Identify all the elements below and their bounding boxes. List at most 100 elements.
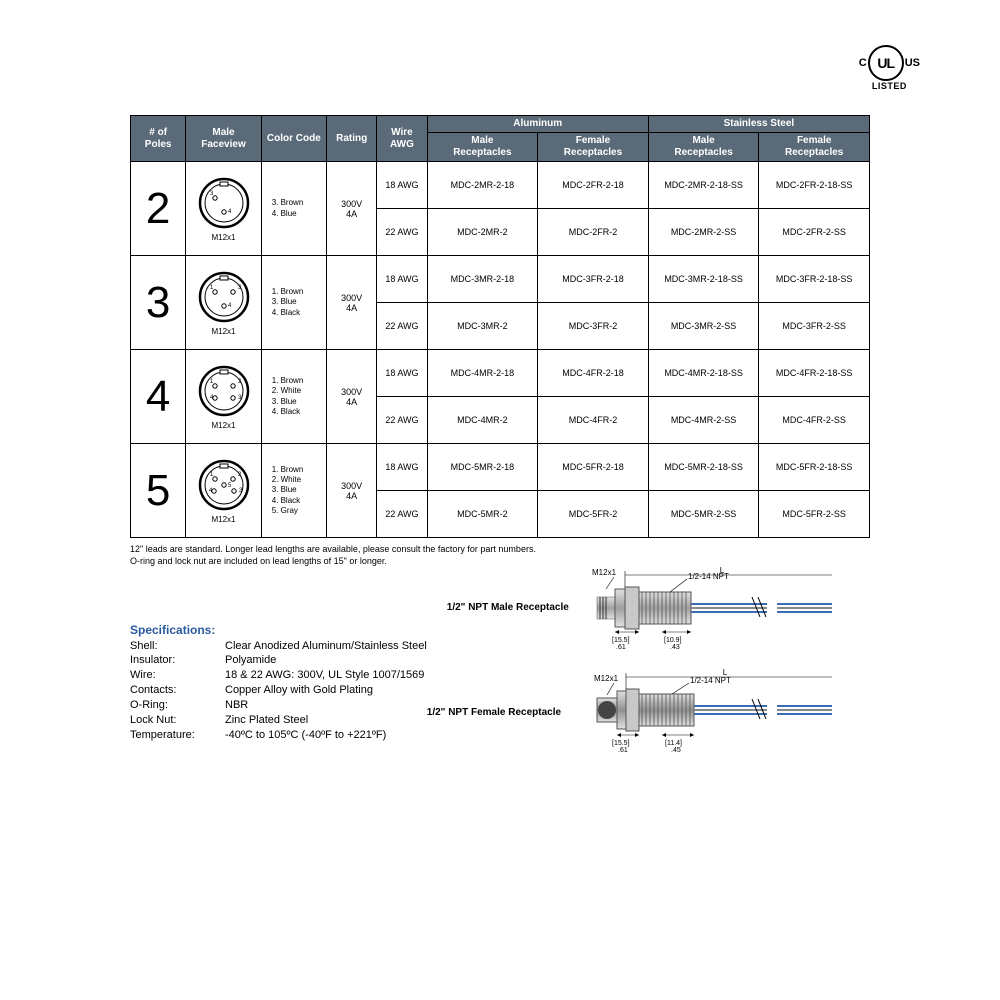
part-number-cell: MDC-3MR-2-SS <box>648 303 759 350</box>
part-number-cell: MDC-2MR-2-18 <box>427 162 538 209</box>
specs-title: Specifications: <box>130 622 427 638</box>
part-number-cell: MDC-5FR-2-18-SS <box>759 444 870 491</box>
ul-circle-icon: UL <box>868 45 904 81</box>
male-receptacle-label: 1/2" NPT Male Receptacle <box>447 602 569 613</box>
rating-cell: 300V 4A <box>327 162 377 256</box>
awg-cell: 18 AWG <box>377 256 427 303</box>
rating-cell: 300V 4A <box>327 256 377 350</box>
svg-text:[15.5]: [15.5] <box>612 637 630 644</box>
part-number-cell: MDC-3FR-2-18-SS <box>759 256 870 303</box>
table-footnote: 12" leads are standard. Longer lead leng… <box>130 544 870 567</box>
spec-value: Zinc Plated Steel <box>225 713 308 728</box>
svg-text:[10.9]: [10.9] <box>664 637 682 644</box>
hdr-stainless: Stainless Steel <box>648 116 869 133</box>
part-number-cell: MDC-5MR-2-18-SS <box>648 444 759 491</box>
part-number-cell: MDC-4FR-2-18 <box>538 350 649 397</box>
part-number-cell: MDC-5MR-2-18 <box>427 444 538 491</box>
faceview-cell: 1 3 4 M12x1 <box>186 256 261 350</box>
part-number-cell: MDC-5FR-2-SS <box>759 491 870 538</box>
awg-cell: 22 AWG <box>377 303 427 350</box>
specifications-block: Specifications: Shell: Clear Anodized Al… <box>130 622 427 742</box>
spec-label: O-Ring: <box>130 698 225 713</box>
spec-value: Copper Alloy with Gold Plating <box>225 683 373 698</box>
part-number-cell: MDC-2MR-2-SS <box>648 209 759 256</box>
receptacle-table: # of Poles Male Faceview Color Code Rati… <box>130 115 870 538</box>
poles-cell: 5 <box>131 444 186 538</box>
poles-cell: 2 <box>131 162 186 256</box>
svg-text:.61: .61 <box>618 747 628 754</box>
spec-row: O-Ring: NBR <box>130 698 427 713</box>
part-number-cell: MDC-5FR-2 <box>538 491 649 538</box>
awg-cell: 22 AWG <box>377 397 427 444</box>
color-code-cell: 1. Brown 2. White 3. Blue 4. Black <box>261 350 326 444</box>
part-number-cell: MDC-2MR-2-18-SS <box>648 162 759 209</box>
svg-text:.61: .61 <box>616 644 626 651</box>
hdr-ss-male: Male Receptacles <box>648 133 759 162</box>
part-number-cell: MDC-3FR-2-SS <box>759 303 870 350</box>
svg-text:.45: .45 <box>671 747 681 754</box>
poles-cell: 3 <box>131 256 186 350</box>
part-number-cell: MDC-2FR-2-18-SS <box>759 162 870 209</box>
table-header: # of Poles Male Faceview Color Code Rati… <box>131 116 870 162</box>
spec-row: Wire: 18 & 22 AWG: 300V, UL Style 1007/1… <box>130 668 427 683</box>
part-number-cell: MDC-3MR-2-18-SS <box>648 256 759 303</box>
part-number-cell: MDC-5MR-2-SS <box>648 491 759 538</box>
spec-label: Shell: <box>130 639 225 654</box>
part-number-cell: MDC-5FR-2-18 <box>538 444 649 491</box>
female-receptacle-label: 1/2" NPT Female Receptacle <box>427 707 561 718</box>
hdr-ss-female: Female Receptacles <box>759 133 870 162</box>
ul-us: US <box>905 57 920 69</box>
hdr-al-female: Female Receptacles <box>538 133 649 162</box>
hdr-rating: Rating <box>327 116 377 162</box>
part-number-cell: MDC-4MR-2-18-SS <box>648 350 759 397</box>
part-number-cell: MDC-3MR-2 <box>427 303 538 350</box>
svg-text:4: 4 <box>228 303 232 309</box>
spec-row: Contacts: Copper Alloy with Gold Plating <box>130 683 427 698</box>
faceview-cell: 3 4 M12x1 <box>186 162 261 256</box>
color-code-cell: 1. Brown 3. Blue 4. Black <box>261 256 326 350</box>
spec-label: Wire: <box>130 668 225 683</box>
part-number-cell: MDC-4FR-2-SS <box>759 397 870 444</box>
spec-value: Clear Anodized Aluminum/Stainless Steel <box>225 639 427 654</box>
awg-cell: 18 AWG <box>377 444 427 491</box>
table-row: 5 1 2 3 4 5 M12x11. Brown 2. White 3. Bl… <box>131 444 870 491</box>
part-number-cell: MDC-2FR-2-SS <box>759 209 870 256</box>
svg-text:M12x1: M12x1 <box>594 674 619 683</box>
svg-text:1/2-14 NPT: 1/2-14 NPT <box>690 676 731 685</box>
color-code-cell: 3. Brown 4. Blue <box>261 162 326 256</box>
part-number-cell: MDC-2FR-2-18 <box>538 162 649 209</box>
part-number-cell: MDC-2FR-2 <box>538 209 649 256</box>
part-number-cell: MDC-5MR-2 <box>427 491 538 538</box>
awg-cell: 18 AWG <box>377 350 427 397</box>
spec-row: Lock Nut: Zinc Plated Steel <box>130 713 427 728</box>
svg-text:1/2-14 NPT: 1/2-14 NPT <box>688 572 729 581</box>
spec-value: 18 & 22 AWG: 300V, UL Style 1007/1569 <box>225 668 424 683</box>
spec-row: Insulator: Polyamide <box>130 653 427 668</box>
rating-cell: 300V 4A <box>327 350 377 444</box>
hdr-aluminum: Aluminum <box>427 116 648 133</box>
awg-cell: 18 AWG <box>377 162 427 209</box>
ul-c: C <box>859 57 867 69</box>
male-receptacle-drawing: L M12x1 1/2-14 NPT [15.5] .61 [10.9] .43 <box>592 567 842 652</box>
rating-cell: 300V 4A <box>327 444 377 538</box>
spec-value: NBR <box>225 698 248 713</box>
faceview-cell: 1 2 3 4 5 M12x1 <box>186 444 261 538</box>
hdr-al-male: Male Receptacles <box>427 133 538 162</box>
table-row: 2 3 4 M12x13. Brown 4. Blue300V 4A18 AWG… <box>131 162 870 209</box>
spec-label: Contacts: <box>130 683 225 698</box>
svg-text:4: 4 <box>228 209 232 215</box>
hdr-faceview: Male Faceview <box>186 116 261 162</box>
part-number-cell: MDC-4FR-2-18-SS <box>759 350 870 397</box>
awg-cell: 22 AWG <box>377 491 427 538</box>
awg-cell: 22 AWG <box>377 209 427 256</box>
part-number-cell: MDC-3FR-2-18 <box>538 256 649 303</box>
spec-value: -40ºC to 105ºC (-40ºF to +221ºF) <box>225 728 386 743</box>
spec-row: Temperature: -40ºC to 105ºC (-40ºF to +2… <box>130 728 427 743</box>
svg-text:[11.4]: [11.4] <box>665 740 682 747</box>
color-code-cell: 1. Brown 2. White 3. Blue 4. Black 5. Gr… <box>261 444 326 538</box>
part-number-cell: MDC-4MR-2 <box>427 397 538 444</box>
svg-text:[15.5]: [15.5] <box>612 740 630 747</box>
part-number-cell: MDC-2MR-2 <box>427 209 538 256</box>
spec-label: Temperature: <box>130 728 225 743</box>
part-number-cell: MDC-4MR-2-SS <box>648 397 759 444</box>
